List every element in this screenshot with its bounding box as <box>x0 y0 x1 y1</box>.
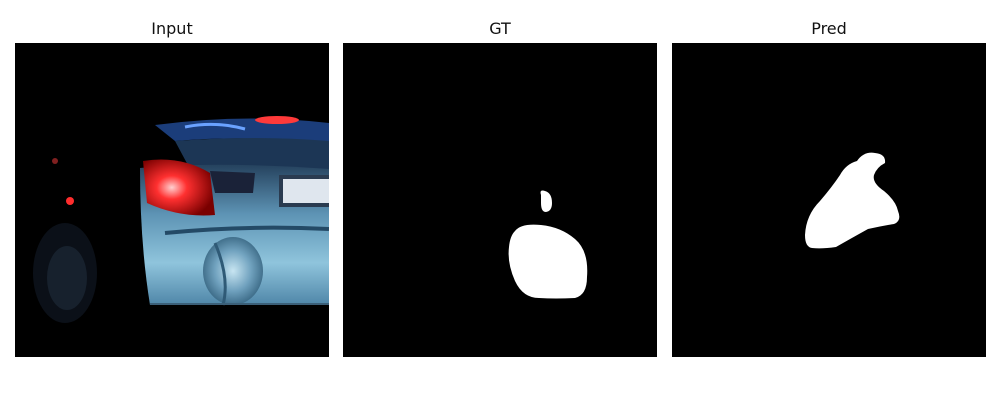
ground-truth-mask-icon <box>343 43 657 357</box>
pred-image <box>672 43 986 357</box>
pred-title: Pred <box>811 19 847 38</box>
gt-image <box>343 43 657 357</box>
input-title: Input <box>151 19 193 38</box>
car-photo-icon <box>15 43 329 357</box>
gt-title: GT <box>489 19 511 38</box>
prediction-mask-icon <box>672 43 986 357</box>
input-image <box>15 43 329 357</box>
